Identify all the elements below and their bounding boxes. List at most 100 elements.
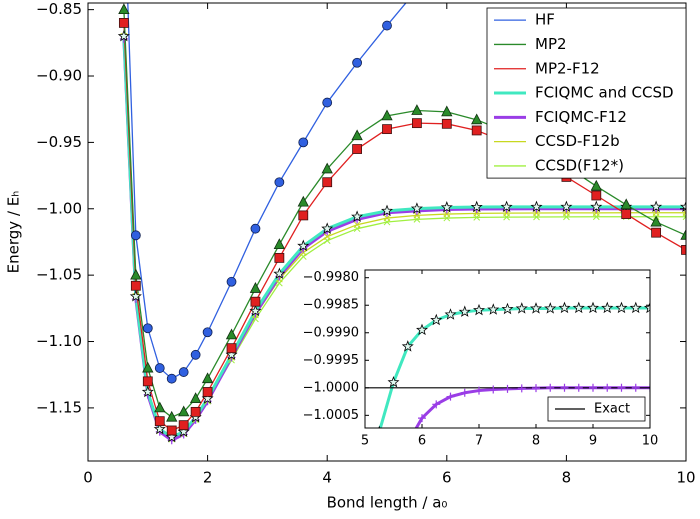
y-tick-label: −0.9980 — [303, 270, 359, 285]
marker — [489, 385, 498, 394]
marker — [273, 267, 286, 279]
y-tick-label: −1.0000 — [303, 380, 359, 395]
marker — [351, 210, 364, 222]
marker — [590, 200, 603, 213]
axes-frame — [364, 269, 651, 429]
marker — [410, 202, 423, 214]
y-tick-label: −1.15 — [36, 398, 82, 416]
marker — [153, 422, 166, 435]
x-tick-label: 5 — [361, 434, 369, 449]
marker — [532, 384, 540, 393]
marker — [189, 392, 202, 404]
marker — [487, 303, 500, 315]
marker — [650, 215, 662, 227]
marker — [202, 327, 213, 338]
marker — [401, 340, 414, 352]
marker — [297, 195, 309, 207]
marker — [587, 301, 599, 314]
marker — [416, 323, 428, 336]
marker — [470, 200, 483, 213]
y-tick-label: −0.95 — [36, 133, 82, 151]
marker — [441, 118, 452, 129]
marker — [574, 383, 583, 392]
marker — [473, 210, 481, 217]
marker — [382, 20, 392, 31]
marker — [650, 200, 663, 213]
x-tick-label: 10 — [642, 434, 659, 449]
y-tick-label: −1.00 — [36, 199, 82, 217]
marker — [458, 305, 471, 317]
marker — [323, 233, 331, 240]
marker — [190, 406, 201, 417]
marker — [249, 282, 262, 293]
marker — [530, 302, 542, 314]
marker — [154, 416, 165, 427]
x-tick-label: 8 — [562, 469, 572, 487]
x-axis-label: Bond length / a₀ — [327, 494, 448, 512]
series-line — [127, 3, 407, 380]
marker — [629, 301, 642, 314]
marker — [177, 425, 190, 437]
marker — [681, 245, 686, 255]
marker — [154, 401, 166, 413]
marker — [130, 230, 141, 241]
marker — [166, 410, 178, 422]
marker — [129, 290, 142, 302]
marker — [142, 323, 153, 334]
marker — [201, 392, 214, 404]
marker — [322, 177, 333, 188]
marker — [250, 223, 261, 234]
marker — [471, 125, 482, 136]
y-axis-label: Energy / Eₕ — [5, 191, 23, 274]
marker — [413, 212, 421, 219]
marker — [411, 118, 422, 129]
x-tick-label: 8 — [532, 434, 540, 449]
marker — [546, 383, 555, 392]
marker — [351, 129, 363, 141]
marker — [446, 392, 455, 401]
marker — [592, 209, 600, 217]
marker — [411, 104, 423, 115]
marker — [352, 57, 363, 68]
x-tick-label: 6 — [418, 434, 426, 449]
marker — [321, 162, 333, 174]
legend-label: Exact — [594, 402, 630, 417]
marker — [471, 113, 483, 125]
plot-layer — [365, 301, 650, 428]
legend-label: CCSD-F12b — [535, 132, 620, 150]
marker — [250, 296, 261, 307]
marker — [165, 430, 178, 443]
marker — [563, 209, 570, 217]
marker — [117, 29, 130, 42]
x-tick-label: 0 — [83, 469, 93, 487]
x-tick-label: 10 — [676, 469, 695, 487]
marker — [432, 400, 441, 409]
legend-label: CCSD(F12*) — [535, 156, 624, 174]
marker — [473, 303, 485, 316]
y-tick-label: −0.9995 — [303, 353, 359, 368]
marker — [533, 209, 540, 217]
y-tick-label: −1.10 — [36, 332, 82, 350]
marker — [382, 124, 392, 135]
marker — [590, 179, 602, 191]
marker — [460, 388, 469, 397]
marker — [617, 383, 626, 392]
marker — [298, 210, 309, 221]
marker — [178, 420, 189, 431]
marker — [249, 304, 262, 317]
marker — [297, 239, 310, 252]
marker — [651, 227, 661, 238]
marker — [601, 301, 614, 314]
marker — [142, 361, 154, 373]
y-tick-label: −0.9990 — [303, 325, 359, 340]
marker — [190, 349, 201, 360]
marker — [381, 204, 393, 217]
marker — [444, 308, 457, 320]
marker — [118, 18, 129, 28]
marker — [142, 376, 153, 387]
marker — [178, 367, 189, 377]
marker — [387, 375, 400, 388]
legend-label: FCIQMC-F12 — [535, 108, 627, 126]
